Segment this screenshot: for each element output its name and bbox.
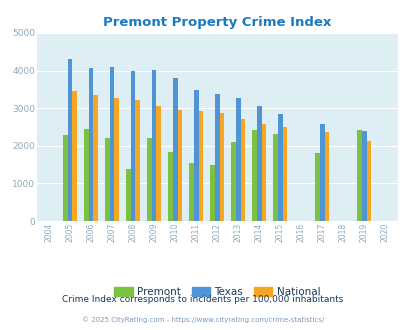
Bar <box>173 78 177 221</box>
Bar <box>130 71 135 221</box>
Bar <box>240 119 245 221</box>
Text: Crime Index corresponds to incidents per 100,000 inhabitants: Crime Index corresponds to incidents per… <box>62 295 343 304</box>
Bar <box>68 59 72 221</box>
Bar <box>135 100 140 221</box>
Title: Premont Property Crime Index: Premont Property Crime Index <box>103 16 330 29</box>
Bar <box>198 111 202 221</box>
Bar <box>210 165 214 221</box>
Bar <box>356 130 361 221</box>
Bar <box>273 134 277 221</box>
Legend: Premont, Texas, National: Premont, Texas, National <box>110 283 324 301</box>
Bar <box>168 152 173 221</box>
Bar <box>315 153 319 221</box>
Bar <box>261 124 266 221</box>
Bar <box>151 70 156 221</box>
Bar <box>89 68 93 221</box>
Bar <box>252 130 256 221</box>
Bar <box>282 127 286 221</box>
Bar <box>194 90 198 221</box>
Bar <box>319 124 324 221</box>
Bar <box>219 113 224 221</box>
Bar <box>177 111 182 221</box>
Bar <box>110 67 114 221</box>
Bar <box>126 169 130 221</box>
Bar <box>214 94 219 221</box>
Bar <box>156 106 161 221</box>
Bar <box>235 98 240 221</box>
Bar <box>277 114 282 221</box>
Bar <box>114 98 119 221</box>
Bar <box>231 142 235 221</box>
Bar <box>361 131 366 221</box>
Bar <box>93 95 98 221</box>
Text: © 2025 CityRating.com - https://www.cityrating.com/crime-statistics/: © 2025 CityRating.com - https://www.city… <box>82 316 323 323</box>
Bar <box>72 91 77 221</box>
Bar <box>84 129 89 221</box>
Bar <box>256 106 261 221</box>
Bar <box>105 138 110 221</box>
Bar <box>366 141 370 221</box>
Bar <box>147 138 151 221</box>
Bar <box>324 132 328 221</box>
Bar <box>189 163 194 221</box>
Bar <box>63 135 68 221</box>
